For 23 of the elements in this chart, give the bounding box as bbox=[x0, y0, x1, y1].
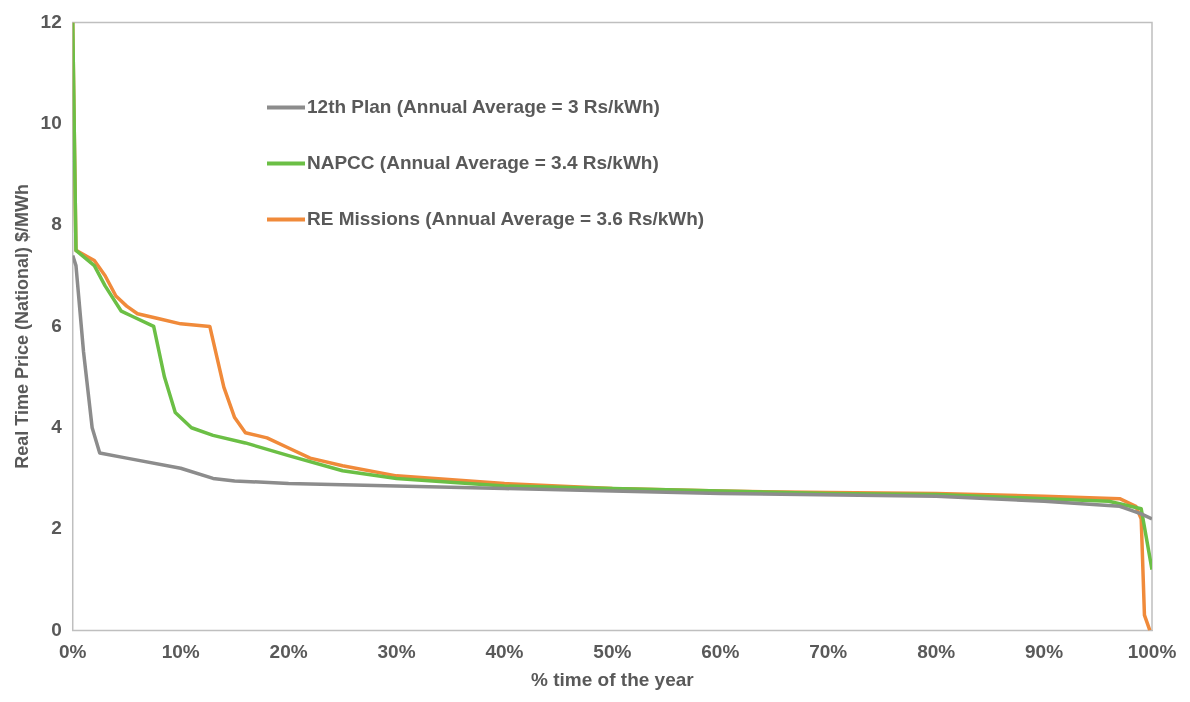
y-axis-title: Real Time Price (National) $/MWh bbox=[11, 184, 32, 469]
x-tick-label: 20% bbox=[269, 641, 308, 663]
y-tick-label: 12 bbox=[40, 10, 62, 32]
x-tick-label: 0% bbox=[59, 641, 87, 663]
x-tick-label: 70% bbox=[809, 641, 848, 663]
x-tick-label: 60% bbox=[701, 641, 740, 663]
y-tick-label: 8 bbox=[51, 213, 62, 235]
x-axis-title: % time of the year bbox=[531, 668, 695, 690]
x-tick-label: 50% bbox=[593, 641, 632, 663]
y-tick-label: 6 bbox=[51, 314, 62, 336]
x-tick-label: 90% bbox=[1025, 641, 1064, 663]
legend-label: 12th Plan (Annual Average = 3 Rs/kWh) bbox=[307, 95, 660, 117]
x-tick-label: 30% bbox=[377, 641, 416, 663]
x-tick-label: 10% bbox=[161, 641, 200, 663]
x-tick-label: 40% bbox=[485, 641, 524, 663]
y-tick-label: 4 bbox=[51, 415, 63, 437]
legend-label: RE Missions (Annual Average = 3.6 Rs/kWh) bbox=[307, 207, 705, 229]
y-tick-label: 10 bbox=[40, 111, 62, 133]
y-tick-label: 0 bbox=[51, 618, 62, 640]
x-tick-label: 100% bbox=[1127, 641, 1177, 663]
x-tick-label: 80% bbox=[917, 641, 956, 663]
legend-label: NAPCC (Annual Average = 3.4 Rs/kWh) bbox=[307, 151, 659, 173]
y-tick-label: 2 bbox=[51, 517, 62, 539]
